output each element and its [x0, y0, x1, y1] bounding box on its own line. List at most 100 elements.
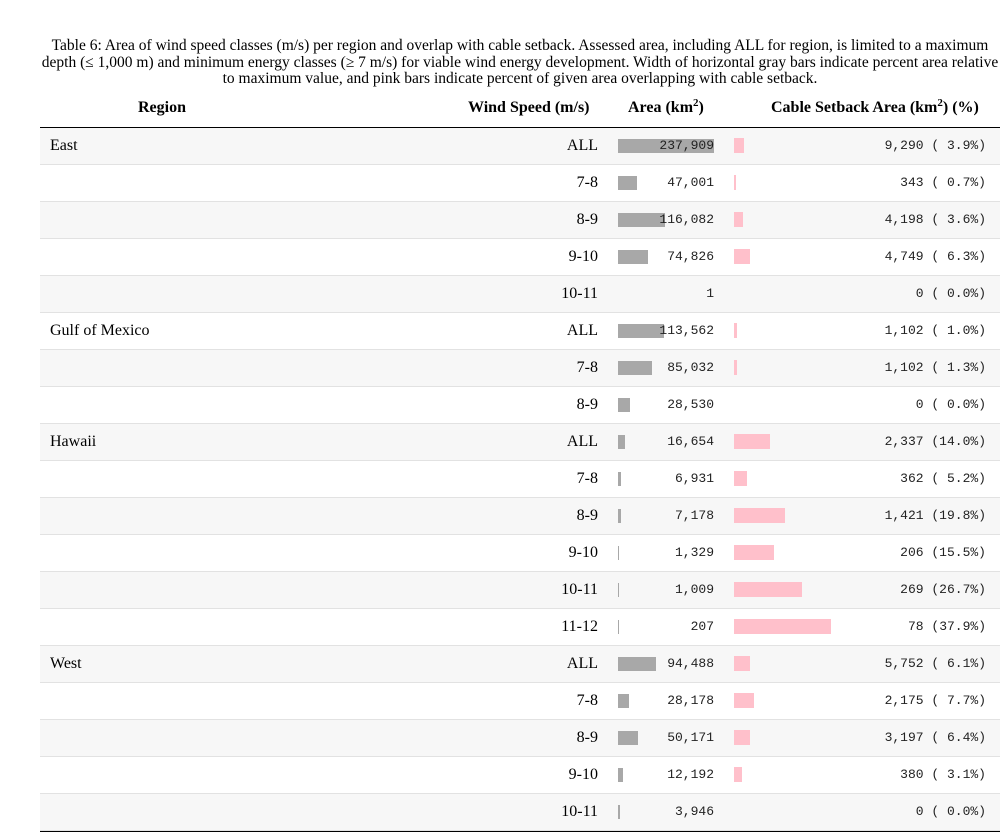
wind-speed-cell: 10-11: [561, 581, 598, 598]
cable-pink-bar: [734, 767, 742, 782]
table-row: 7-8 28,178 2,175 ( 7.7%): [40, 683, 1000, 720]
area-value: 3,946: [674, 804, 714, 819]
table-row: 9-10 74,826 4,749 ( 6.3%): [40, 239, 1000, 276]
cable-setback-value: 380 ( 3.1%): [900, 767, 986, 782]
column-header-cable-close: ) (%): [942, 99, 979, 116]
column-header-cable-text: Cable Setback Area (km: [771, 99, 938, 116]
cable-setback-value: 343 ( 0.7%): [900, 175, 986, 190]
cable-pink-bar: [734, 508, 785, 523]
area-gray-bar: [618, 546, 619, 560]
area-value: 12,192: [667, 767, 714, 782]
cable-setback-value: 269 (26.7%): [900, 582, 986, 597]
area-gray-bar: [618, 361, 653, 375]
region-cell: Hawaii: [50, 433, 97, 450]
column-header-region: Region: [138, 99, 186, 116]
wind-speed-cell: 11-12: [561, 618, 598, 635]
area-gray-bar: [618, 250, 649, 264]
table-row: 7-8 6,931 362 ( 5.2%): [40, 461, 1000, 498]
wind-speed-cell: 9-10: [568, 766, 598, 783]
cable-setback-value: 78 (37.9%): [907, 619, 986, 634]
area-gray-bar: [618, 324, 664, 338]
cable-setback-value: 206 (15.5%): [900, 545, 986, 560]
area-value: 1: [706, 286, 714, 301]
wind-speed-cell: 7-8: [576, 174, 598, 191]
cable-setback-value: 2,175 ( 7.7%): [884, 693, 986, 708]
area-value: 116,082: [659, 212, 714, 227]
wind-speed-cell: 8-9: [576, 507, 598, 524]
area-value: 50,171: [667, 730, 714, 745]
wind-speed-cell: 8-9: [576, 211, 598, 228]
area-gray-bar: [618, 472, 621, 486]
column-header-area: Area (km2): [628, 96, 704, 120]
area-value: 1,329: [674, 545, 714, 560]
column-header-area-sup: 2: [693, 97, 699, 109]
area-gray-bar: [618, 176, 637, 190]
table-row: West ALL 94,488 5,752 ( 6.1%): [40, 646, 1000, 683]
cable-setback-value: 0 ( 0.0%): [915, 286, 986, 301]
wind-speed-cell: ALL: [566, 137, 598, 154]
table-row: 9-10 12,192 380 ( 3.1%): [40, 757, 1000, 794]
column-header-wind-speed: Wind Speed (m/s): [468, 99, 590, 116]
column-header-area-close: ): [698, 99, 704, 116]
table-row: 8-9 50,171 3,197 ( 6.4%): [40, 720, 1000, 757]
cable-setback-value: 4,749 ( 6.3%): [884, 249, 986, 264]
table-row: 10-11 3,946 0 ( 0.0%): [40, 794, 1000, 831]
cable-setback-value: 3,197 ( 6.4%): [884, 730, 986, 745]
area-value: 237,909: [659, 138, 714, 153]
cable-pink-bar: [734, 693, 754, 708]
cable-pink-bar: [734, 323, 737, 338]
table-row: 7-8 85,032 1,102 ( 1.3%): [40, 350, 1000, 387]
cable-pink-bar: [734, 360, 738, 375]
cable-pink-bar: [734, 212, 744, 227]
area-value: 74,826: [667, 249, 714, 264]
table-row: 10-11 1,009 269 (26.7%): [40, 572, 1000, 609]
table-body: East ALL 237,909 9,290 ( 3.9%) 7-8 47,001 343 …: [40, 128, 1000, 831]
cable-pink-bar: [734, 656, 750, 671]
region-cell: Gulf of Mexico: [50, 322, 150, 339]
area-gray-bar: [618, 657, 657, 671]
cable-setback-value: 1,102 ( 1.3%): [884, 360, 986, 375]
area-value: 47,001: [667, 175, 714, 190]
area-gray-bar: [618, 213, 665, 227]
area-value: 6,931: [674, 471, 714, 486]
area-gray-bar: [618, 509, 621, 523]
area-value: 28,178: [667, 693, 714, 708]
table-row: 7-8 47,001 343 ( 0.7%): [40, 165, 1000, 202]
area-gray-bar: [618, 731, 639, 745]
area-gray-bar: [618, 768, 623, 782]
cable-pink-bar: [734, 434, 770, 449]
cable-pink-bar: [734, 619, 831, 634]
wind-speed-cell: 9-10: [568, 544, 598, 561]
column-header-cable-sup: 2: [937, 97, 943, 109]
table-row: 11-12 207 78 (37.9%): [40, 609, 1000, 646]
cable-setback-value: 5,752 ( 6.1%): [884, 656, 986, 671]
cable-setback-value: 4,198 ( 3.6%): [884, 212, 986, 227]
cable-pink-bar: [734, 730, 751, 745]
wind-speed-cell: 8-9: [576, 729, 598, 746]
table-row: 8-9 7,178 1,421 (19.8%): [40, 498, 1000, 535]
table-row: 8-9 28,530 0 ( 0.0%): [40, 387, 1000, 424]
cable-setback-value: 0 ( 0.0%): [915, 397, 986, 412]
cable-pink-bar: [734, 249, 751, 264]
cable-setback-value: 362 ( 5.2%): [900, 471, 986, 486]
wind-speed-cell: ALL: [566, 655, 598, 672]
area-gray-bar: [618, 398, 630, 412]
cable-pink-bar: [734, 582, 803, 597]
table-row: 8-9 116,082 4,198 ( 3.6%): [40, 202, 1000, 239]
wind-speed-cell: 10-11: [561, 285, 598, 302]
cable-pink-bar: [734, 175, 736, 190]
area-value: 28,530: [667, 397, 714, 412]
table-row: Hawaii ALL 16,654 2,337 (14.0%): [40, 424, 1000, 461]
column-header-area-text: Area (km: [628, 99, 694, 116]
wind-speed-cell: 7-8: [576, 692, 598, 709]
cable-setback-value: 0 ( 0.0%): [915, 804, 986, 819]
cable-pink-bar: [734, 138, 744, 153]
region-cell: East: [50, 137, 78, 154]
cable-setback-value: 1,102 ( 1.0%): [884, 323, 986, 338]
wind-speed-cell: 8-9: [576, 396, 598, 413]
region-cell: West: [50, 655, 82, 672]
table-row: Gulf of Mexico ALL 113,562 1,102 ( 1.0%): [40, 313, 1000, 350]
wind-speed-cell: 7-8: [576, 359, 598, 376]
area-value: 7,178: [674, 508, 714, 523]
cable-setback-value: 1,421 (19.8%): [884, 508, 986, 523]
